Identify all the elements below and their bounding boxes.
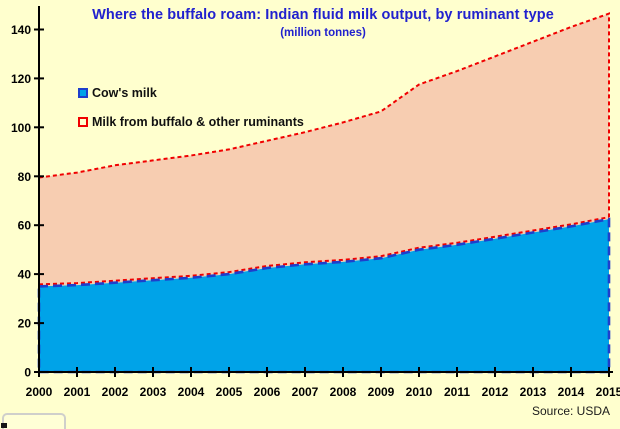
x-tick-label: 2005 (216, 385, 243, 399)
y-tick-label: 120 (11, 72, 31, 86)
partial-window-corner (2, 413, 66, 429)
y-tick-label: 80 (18, 170, 32, 184)
x-tick-label: 2010 (406, 385, 433, 399)
buffalo-milk-area (39, 13, 609, 287)
x-tick-label: 2009 (368, 385, 395, 399)
partial-window-mark (1, 423, 7, 428)
buffalo-milk-swatch-icon (78, 117, 88, 127)
legend-item-buffalo-milk: Milk from buffalo & other ruminants (78, 115, 304, 129)
y-tick-label: 0 (24, 366, 31, 380)
x-tick-label: 2004 (178, 385, 205, 399)
x-tick-label: 2000 (26, 385, 53, 399)
cows-milk-swatch-icon (78, 88, 88, 98)
x-tick-label: 2014 (558, 385, 585, 399)
cows-milk-line (37, 217, 611, 374)
x-tick-label: 2015 (596, 385, 620, 399)
legend-label-buffalo-milk: Milk from buffalo & other ruminants (92, 115, 304, 129)
chart-subtitle: (million tonnes) (280, 27, 366, 39)
legend-item-cows-milk: Cow's milk (78, 86, 157, 100)
legend-label-cows-milk: Cow's milk (92, 86, 157, 100)
cows-milk-area (39, 219, 609, 372)
x-tick-label: 2003 (140, 385, 167, 399)
total-milk-line (38, 12, 610, 218)
source-attribution: Source: USDA (531, 404, 610, 418)
y-tick-label: 60 (18, 219, 32, 233)
x-tick-label: 2011 (444, 385, 470, 399)
y-tick-label: 40 (18, 268, 32, 282)
y-tick-label: 100 (11, 121, 31, 135)
x-tick-label: 2013 (520, 385, 547, 399)
y-tick-label: 140 (11, 23, 31, 37)
chart-title: Where the buffalo roam: Indian fluid mil… (92, 7, 554, 23)
x-tick-label: 2006 (254, 385, 281, 399)
x-tick-label: 2008 (330, 385, 357, 399)
x-tick-label: 2001 (64, 385, 91, 399)
x-tick-label: 2012 (482, 385, 509, 399)
buffalo-lower-boundary-line (38, 216, 610, 286)
y-tick-label: 20 (18, 317, 32, 331)
x-tick-label: 2007 (292, 385, 319, 399)
x-tick-label: 2002 (102, 385, 129, 399)
